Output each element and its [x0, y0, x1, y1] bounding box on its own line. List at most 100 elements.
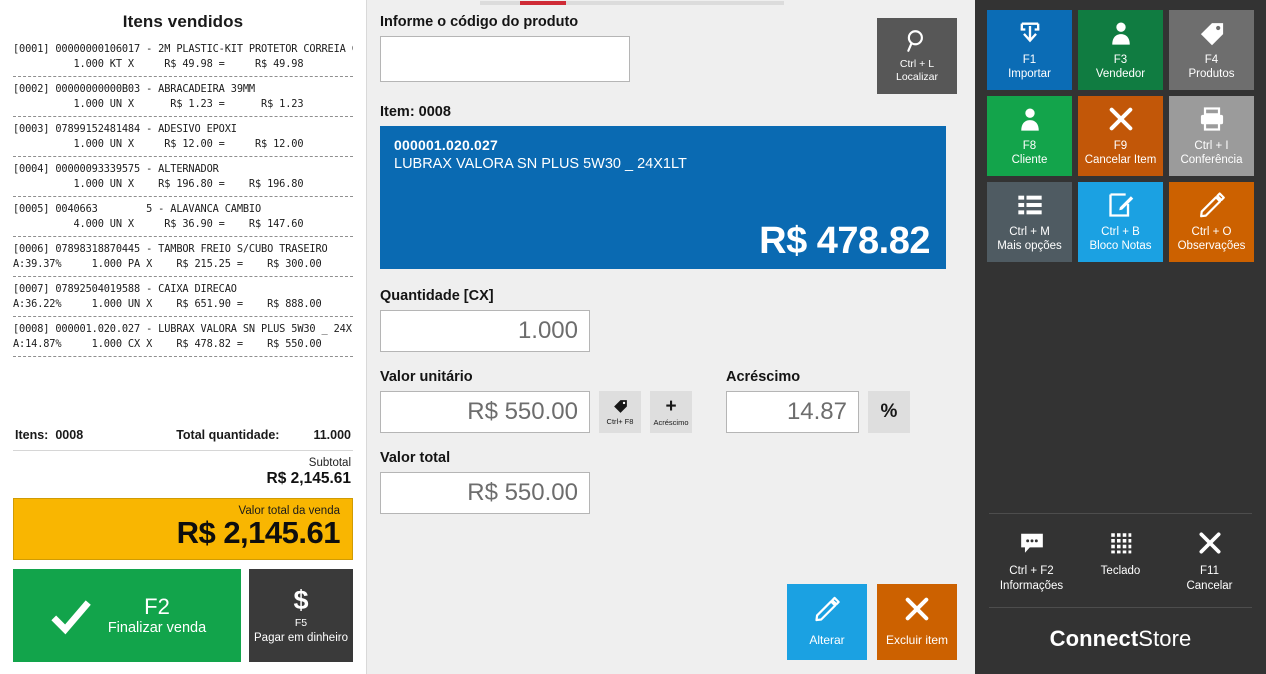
person-icon	[1020, 108, 1039, 131]
tile-key: Ctrl + I	[1194, 139, 1229, 152]
receipt-item-amounts: 1.000 UN X R$ 12.00 = R$ 12.00	[13, 138, 304, 150]
receipt-item[interactable]: [0004] 00000093339575 - ALTERNADOR 1.000…	[13, 162, 353, 192]
total-value-input[interactable]	[380, 472, 590, 514]
price-tag-caption: Ctrl+ F8	[606, 417, 634, 426]
acrescimo-label: Acréscimo	[726, 369, 801, 385]
receipt-list[interactable]: [0001] 00000000106017 - 2M PLASTIC-KIT P…	[0, 42, 366, 422]
function-tile-mais-opções[interactable]: Ctrl + M Mais opções	[987, 182, 1072, 262]
quantity-section: Quantidade [CX]	[380, 288, 975, 352]
payment-buttons: F2 Finalizar venda $ F5 Pagar em dinheir…	[13, 560, 353, 674]
mini-button-cancelar[interactable]: F11 Cancelar	[1165, 530, 1254, 593]
plus-icon: +	[665, 396, 677, 417]
alterar-button[interactable]: Alterar	[787, 584, 867, 660]
subtotal-value: R$ 2,145.61	[266, 470, 351, 488]
finalizar-venda-button[interactable]: F2 Finalizar venda	[13, 569, 241, 662]
function-tile-cliente[interactable]: F8 Cliente	[987, 96, 1072, 176]
brand-bold: Connect	[1049, 626, 1139, 651]
function-tile-importar[interactable]: F1 Importar	[987, 10, 1072, 90]
function-tile-conferência[interactable]: Ctrl + I Conferência	[1169, 96, 1254, 176]
unit-price-section: Valor unitário	[380, 369, 590, 433]
excluir-item-button[interactable]: Excluir item	[877, 584, 957, 660]
dinheiro-label: Pagar em dinheiro	[254, 632, 348, 644]
mini-button-informações[interactable]: Ctrl + F2 Informações	[987, 530, 1076, 593]
excluir-label: Excluir item	[885, 632, 948, 647]
receipt-item[interactable]: [0002] 00000000000B03 - ABRACADEIRA 39MM…	[13, 82, 353, 112]
unit-price-row: Valor unitário Ctrl+ F8 + Acréscimo Acré…	[380, 369, 975, 433]
localizar-button[interactable]: Ctrl + L Localizar	[877, 18, 957, 94]
tile-name: Bloco Notas	[1089, 239, 1152, 252]
function-tile-cancelar-item[interactable]: F9 Cancelar Item	[1078, 96, 1163, 176]
receipt-item-amounts: A:14.87% 1.000 CX X R$ 478.82 = R$ 550.0…	[13, 338, 322, 350]
receipt-item-description: [0002] 00000000000B03 - ABRACADEIRA 39MM	[13, 83, 255, 95]
tile-name: Cliente	[1011, 153, 1048, 166]
price-tag-button[interactable]: Ctrl+ F8	[599, 391, 641, 433]
quantity-label: Quantidade [CX]	[380, 288, 494, 304]
total-quantity-label: Total quantidade:	[176, 428, 280, 443]
alterar-label: Alterar	[809, 632, 845, 647]
mini-name: Cancelar	[1186, 579, 1233, 592]
tile-key: F4	[1204, 53, 1219, 66]
finalizar-key: F2	[144, 593, 170, 619]
receipt-item-description: [0001] 00000000106017 - 2M PLASTIC-KIT P…	[13, 43, 353, 55]
receipt-item-amounts: 1.000 UN X R$ 196.80 = R$ 196.80	[13, 178, 304, 190]
function-tile-produtos[interactable]: F4 Produtos	[1169, 10, 1254, 90]
mini-buttons-row: Ctrl + F2 Informações Teclado F11 Cancelar	[987, 514, 1254, 607]
localizar-key: Ctrl + L	[899, 57, 935, 70]
mini-key: F11	[1200, 565, 1219, 578]
list-icon	[1017, 195, 1042, 215]
unit-price-input[interactable]	[380, 391, 590, 433]
pencil-icon	[1199, 192, 1225, 218]
function-tile-observações[interactable]: Ctrl + O Observações	[1169, 182, 1254, 262]
localizar-label: Localizar	[895, 71, 939, 83]
tile-key: F1	[1022, 53, 1037, 66]
tile-name: Produtos	[1188, 67, 1235, 80]
grand-total-label: Valor total da venda	[238, 505, 340, 518]
tile-name: Conferência	[1180, 153, 1243, 166]
tile-key: F3	[1113, 53, 1128, 66]
receipt-item-description: [0008] 000001.020.027 - LUBRAX VALORA SN…	[13, 323, 353, 335]
function-keys-panel: F1 Importar F3 Vendedor F4 Produtos F8 Cliente F…	[975, 0, 1266, 674]
search-icon	[907, 30, 923, 52]
close-icon	[1198, 532, 1221, 554]
mini-button-teclado[interactable]: Teclado	[1076, 530, 1165, 593]
percent-toggle-button[interactable]: %	[868, 391, 910, 433]
receipt-item-description: [0005] 0040663 5 - ALAVANCA CAMBIO	[13, 203, 262, 215]
function-tile-vendedor[interactable]: F3 Vendedor	[1078, 10, 1163, 90]
receipt-item[interactable]: [0006] 07898318870445 - TAMBOR FREIO S/C…	[13, 242, 353, 272]
close-icon	[1109, 107, 1132, 131]
progress-indicator	[520, 1, 566, 5]
selected-item-price: R$ 478.82	[759, 220, 930, 262]
tile-key: F9	[1113, 139, 1128, 152]
receipt-item[interactable]: [0003] 07899152481484 - ADESIVO EPOXI 1.…	[13, 122, 353, 152]
function-tile-bloco-notas[interactable]: Ctrl + B Bloco Notas	[1078, 182, 1163, 262]
totals-section: Itens: 0008 Total quantidade: 11.000 Sub…	[0, 422, 366, 674]
pagar-dinheiro-button[interactable]: $ F5 Pagar em dinheiro	[249, 569, 353, 662]
tile-key: Ctrl + O	[1191, 225, 1232, 238]
pencil-icon	[815, 596, 840, 621]
product-code-input[interactable]	[380, 36, 630, 82]
product-code-label: Informe o código do produto	[380, 14, 579, 30]
selected-item-code: 000001.020.027	[394, 137, 499, 153]
tile-name: Cancelar Item	[1084, 153, 1157, 166]
receipt-item[interactable]: [0007] 07892504019588 - CAIXA DIRECAO A:3…	[13, 282, 353, 312]
items-count-value: 0008	[55, 428, 84, 443]
receipt-separator	[13, 236, 353, 237]
sold-items-panel: Itens vendidos [0001] 00000000106017 - 2…	[0, 0, 367, 674]
brand-light: Store	[1138, 626, 1192, 651]
selected-item-card[interactable]: 000001.020.027 LUBRAX VALORA SN PLUS 5W3…	[380, 126, 946, 269]
divider-bottom	[989, 607, 1252, 608]
close-icon	[905, 597, 929, 620]
acrescimo-section: Acréscimo %	[726, 369, 910, 433]
function-tile-grid: F1 Importar F3 Vendedor F4 Produtos F8 Cliente F…	[987, 10, 1254, 262]
receipt-item[interactable]: [0001] 00000000106017 - 2M PLASTIC-KIT P…	[13, 42, 353, 72]
add-acrescimo-button[interactable]: + Acréscimo	[650, 391, 692, 433]
quantity-input[interactable]	[380, 310, 590, 352]
receipt-item[interactable]: [0005] 0040663 5 - ALAVANCA CAMBIO 4.000…	[13, 202, 353, 232]
subtotal-label: Subtotal	[308, 457, 351, 470]
acrescimo-input[interactable]	[726, 391, 859, 433]
receipt-item[interactable]: [0008] 000001.020.027 - LUBRAX VALORA SN…	[13, 322, 353, 352]
receipt-separator	[13, 116, 353, 117]
dollar-icon: $	[293, 585, 309, 615]
divider-top	[989, 513, 1252, 515]
chat-icon	[1020, 534, 1043, 553]
